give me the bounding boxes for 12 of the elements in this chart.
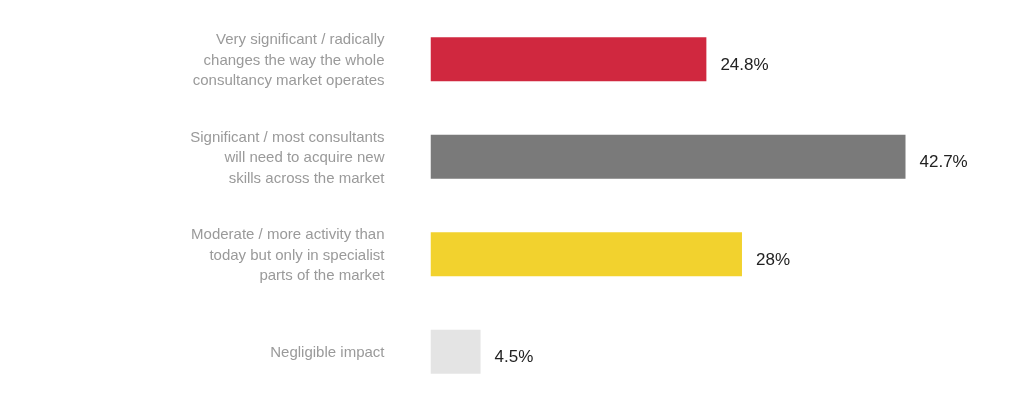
- data-label: 28%: [755, 249, 791, 269]
- y-tick-label: Moderate / more activity than today but only in specialist parts of the market: [191, 225, 386, 284]
- bar: [430, 37, 707, 82]
- bar: [430, 232, 742, 277]
- data-label: 4.5%: [494, 347, 534, 367]
- y-tick-label: Significant / most consultants will need to acquire new skills across the market: [190, 127, 386, 186]
- data-label: 24.8%: [720, 54, 769, 74]
- bar: [430, 134, 906, 179]
- y-tick-label: Very significant / radically changes the way the whole consultancy market operates: [192, 30, 385, 89]
- y-tick-label: Negligible impact: [270, 343, 386, 361]
- data-label: 42.7%: [919, 152, 968, 172]
- bar: [430, 329, 481, 374]
